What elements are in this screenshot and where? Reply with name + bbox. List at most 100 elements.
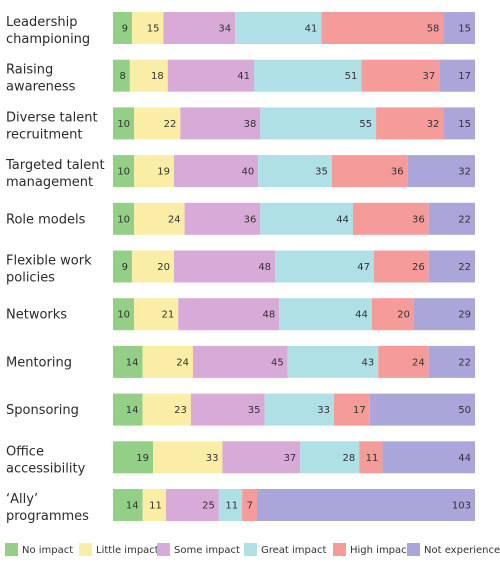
bar-segment [321,12,444,44]
bar-segment [361,59,440,92]
category-label-line: awareness [6,80,76,95]
bar-segment [113,441,153,474]
bar-value-label: 28 [343,453,356,464]
bar-value-label: 20 [157,262,170,273]
bar-value-label: 9 [122,262,128,273]
category-label-line: ‘Ally’ [6,492,38,507]
category-label-line: policies [6,271,55,286]
category-label-line: Office [6,444,44,459]
category-label-line: management [6,175,93,190]
bar-value-label: 14 [126,405,139,416]
category-label: Mentoring [6,355,72,370]
bar-segment [180,107,261,140]
bar-value-label: 44 [336,214,349,225]
bar-value-label: 19 [157,167,170,178]
bar-value-label: 48 [258,262,271,273]
category-label: Leadership championing [6,15,90,47]
bar-segment [142,345,193,378]
legend-swatch [79,543,92,556]
bar-value-label: 35 [315,167,328,178]
category-label-line: Networks [6,308,67,323]
bar-value-label: 36 [391,167,404,178]
bar-segment [235,12,322,44]
bar-segment [413,298,475,331]
bar-segment [113,345,143,378]
category-label-line: Targeted talent [5,158,105,173]
bar-value-label: 36 [244,214,257,225]
bar-segment [428,345,475,378]
bar-value-label: 25 [202,501,215,512]
bar-segment [242,489,257,521]
bar-value-label: 32 [458,167,471,178]
category-label: Raising awareness [6,63,76,95]
bar-value-label: 41 [305,24,318,35]
legend-label: High impact [350,545,411,556]
bar-value-label: 22 [458,357,471,368]
bar-value-label: 44 [458,453,471,464]
bar-segment [129,59,168,92]
bar-value-label: 17 [353,405,366,416]
bar-segment [142,489,166,521]
bar-segment [190,393,265,426]
bar-segment [256,489,475,521]
bar-value-label: 36 [412,214,425,225]
bar-segment [131,250,175,283]
bar-value-label: 50 [458,405,471,416]
bar-segment [254,59,362,92]
category-label-line: championing [6,32,90,47]
bar-value-label: 24 [412,357,425,368]
bar-segment [378,345,429,378]
bar-value-label: 29 [458,310,471,321]
bar-segment [134,298,179,331]
bar-value-label: 34 [218,24,231,35]
bar-segment [260,107,377,140]
bar-segment [113,12,132,44]
bar-segment [287,345,379,378]
category-label-line: Sponsoring [6,403,79,418]
category-label-line: recruitment [6,127,83,142]
bar-value-label: 37 [284,453,297,464]
bar-segment [258,155,332,188]
bar-value-label: 9 [122,24,128,35]
bar-segment [113,155,135,188]
bar-value-label: 35 [248,405,261,416]
bar-value-label: 15 [147,24,160,35]
legend-label: Not experienced [424,545,500,556]
bar-segment [352,202,429,235]
bar-value-label: 15 [458,119,471,130]
category-label: Targeted talent management [5,158,105,190]
bar-segment [376,107,444,140]
bar-segment [333,393,370,426]
bar-segment [407,155,475,188]
category-label-line: accessibility [6,461,86,476]
bar-segment [184,202,261,235]
bar-value-label: 22 [164,119,177,130]
bar-value-label: 15 [458,24,471,35]
bar-segment [174,250,276,283]
bar-segment [359,441,383,474]
bar-segment [113,393,143,426]
category-label-line: Raising [6,63,53,78]
bar-value-label: 40 [241,167,254,178]
bar-segment [264,393,334,426]
bar-segment [174,155,259,188]
bar-value-label: 11 [225,501,238,512]
bar-segment [428,250,475,283]
bar-value-label: 48 [263,310,276,321]
bar-segment [279,298,372,331]
bar-value-label: 43 [361,357,374,368]
bar-segment [369,393,475,426]
bar-value-label: 26 [412,262,425,273]
bar-segment [163,12,236,44]
legend-label: Some impact [174,545,240,556]
bar-segment [443,107,475,140]
legend-swatch [157,543,170,556]
bar-value-label: 19 [136,453,149,464]
bar-value-label: 11 [366,453,379,464]
bar-segment [113,202,135,235]
legend-swatch [333,543,346,556]
bar-segment [382,441,475,474]
category-label: Sponsoring [6,403,79,418]
bar-value-label: 14 [126,357,139,368]
bar-segment [134,202,185,235]
